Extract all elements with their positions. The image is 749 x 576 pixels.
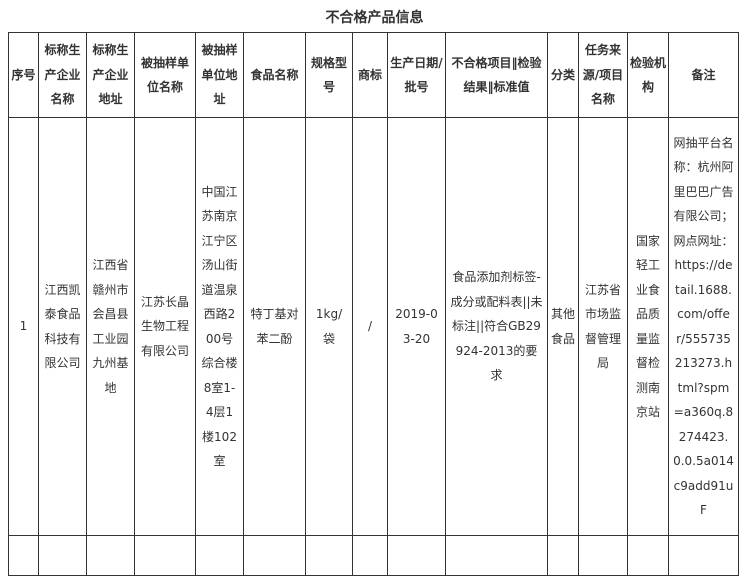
header-cell-category: 分类: [547, 32, 579, 118]
cell-seq: 1: [8, 117, 39, 536]
header-cell-sampled-unit-name: 被抽样单位名称: [134, 32, 196, 118]
table-row: 1 江西凯泰食品科技有限公司 江西省赣州市会昌县工业园九州基地 江苏长晶生物工程…: [8, 117, 739, 536]
cell-empty: [305, 535, 353, 576]
cell-category: 其他食品: [547, 117, 579, 536]
header-cell-trademark: 商标: [352, 32, 388, 118]
header-cell-task-source: 任务来源/项目名称: [578, 32, 628, 118]
cell-remarks: 网抽平台名称：杭州阿里巴巴广告有限公司；网点网址：https://detail.…: [668, 117, 739, 536]
cell-task-source: 江苏省市场监督管理局: [578, 117, 628, 536]
nonconforming-products-table: 序号 标称生产企业名称 标称生产企业地址 被抽样单位名称 被抽样单位地址 食品名…: [8, 32, 739, 576]
header-cell-remarks: 备注: [668, 32, 739, 118]
cell-empty: [86, 535, 135, 576]
header-cell-seq: 序号: [8, 32, 39, 118]
cell-empty: [445, 535, 548, 576]
cell-inspection-agency: 国家轻工业食品质量监督检测南京站: [627, 117, 669, 536]
page-title: 不合格产品信息: [325, 10, 424, 26]
cell-empty: [38, 535, 87, 576]
cell-sampled-unit-address: 中国江苏南京江宁区汤山街道温泉西路200号综合楼8室1-4层1楼102室: [195, 117, 244, 536]
cell-empty: [627, 535, 669, 576]
cell-empty: [352, 535, 388, 576]
cell-empty: [8, 535, 39, 576]
cell-sampled-unit-name: 江苏长晶生物工程有限公司: [134, 117, 196, 536]
cell-spec-model: 1kg/袋: [305, 117, 353, 536]
cell-empty: [134, 535, 196, 576]
table-row-partial: [8, 535, 739, 576]
header-cell-inspection-agency: 检验机构: [627, 32, 669, 118]
cell-empty: [243, 535, 306, 576]
header-cell-manufacturer-address: 标称生产企业地址: [86, 32, 135, 118]
header-cell-production-date: 生产日期/批号: [387, 32, 446, 118]
cell-food-name: 特丁基对苯二酚: [243, 117, 306, 536]
cell-empty: [668, 535, 739, 576]
header-cell-nonconforming-item: 不合格项目‖检验结果‖标准值: [445, 32, 548, 118]
cell-manufacturer-name: 江西凯泰食品科技有限公司: [38, 117, 87, 536]
header-cell-manufacturer-name: 标称生产企业名称: [38, 32, 87, 118]
table-header-row: 序号 标称生产企业名称 标称生产企业地址 被抽样单位名称 被抽样单位地址 食品名…: [8, 32, 739, 118]
header-cell-spec-model: 规格型号: [305, 32, 353, 118]
cell-manufacturer-address: 江西省赣州市会昌县工业园九州基地: [86, 117, 135, 536]
cell-empty: [195, 535, 244, 576]
cell-empty: [578, 535, 628, 576]
header-cell-sampled-unit-address: 被抽样单位地址: [195, 32, 244, 118]
cell-production-date: 2019-03-20: [387, 117, 446, 536]
header-cell-food-name: 食品名称: [243, 32, 306, 118]
cell-empty: [547, 535, 579, 576]
cell-trademark: /: [352, 117, 388, 536]
cell-nonconforming-item: 食品添加剂标签-成分或配料表||未标注||符合GB29924-2013的要求: [445, 117, 548, 536]
cell-empty: [387, 535, 446, 576]
